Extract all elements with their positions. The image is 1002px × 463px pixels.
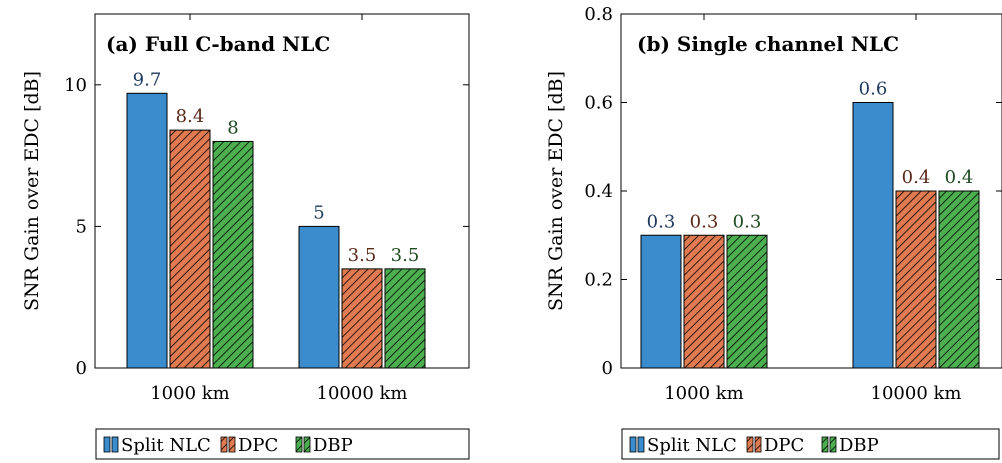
legend: Split NLC DPC DBP (95, 428, 470, 460)
data-label-split: 9.7 (133, 69, 162, 90)
legend-swatch-split (111, 436, 119, 453)
chart-title: (b) Single channel NLC (637, 32, 899, 56)
y-tick-label: 0.4 (584, 181, 613, 202)
data-label-dbp: 0.3 (733, 211, 762, 232)
bar-dbp (938, 190, 980, 369)
category-label: 1000 km (664, 383, 744, 404)
legend-label: DPC (764, 435, 804, 456)
bar-dbp (726, 234, 768, 369)
legend: Split NLC DPC DBP (621, 428, 1000, 460)
data-label-dbp: 8 (227, 117, 238, 138)
data-label-split: 0.6 (859, 79, 888, 100)
plot-frame (94, 13, 470, 369)
legend-label: Split NLC (647, 435, 737, 456)
y-tick-label: 10 (64, 75, 87, 96)
y-tick-label: 5 (76, 216, 87, 237)
category-label: 10000 km (871, 383, 962, 404)
bar-dpc (341, 268, 383, 369)
legend-label: Split NLC (121, 435, 211, 456)
data-label-split: 5 (313, 202, 324, 223)
y-tick-label: 0.8 (584, 4, 613, 25)
legend-swatch-split (103, 436, 111, 453)
legend-swatch-dpc (746, 436, 754, 453)
bar-dpc (895, 190, 937, 369)
legend-label: DBP (313, 435, 353, 456)
data-label-dpc: 0.4 (902, 167, 931, 188)
legend-swatch-dpc (754, 436, 762, 453)
bar-dbp (212, 140, 254, 369)
legend-swatch-dbp (829, 436, 837, 453)
legend-label: DPC (238, 435, 278, 456)
y-tick-label: 0 (602, 358, 613, 379)
legend-box (95, 428, 470, 460)
data-label-dpc: 8.4 (176, 106, 205, 127)
legend-label: DBP (839, 435, 879, 456)
bar-dpc (683, 234, 725, 369)
chart-title: (a) Full C-band NLC (106, 32, 330, 56)
legend-swatch-dbp (303, 436, 311, 453)
charts-layer: 0 5 10 1000 km 10000 km 9.7 5 8.4 3.5 8 3.5 (a) Ful… (21, 4, 1002, 460)
legend-swatch-split (629, 436, 637, 453)
data-label-dpc: 0.3 (690, 211, 719, 232)
data-label-dbp: 3.5 (391, 245, 420, 266)
legend-swatch-dbp (821, 436, 829, 453)
bar-split (640, 234, 682, 369)
y-tick-label: 0 (76, 358, 87, 379)
bar-split (126, 92, 168, 369)
data-label-dbp: 0.4 (945, 167, 974, 188)
legend-box (621, 428, 1000, 460)
data-label-dpc: 3.5 (348, 245, 377, 266)
y-axis-label: SNR Gain over EDC [dB] (21, 71, 43, 311)
bar-split (852, 102, 894, 369)
bar-dpc (169, 129, 211, 369)
chart-panel-b: 0 0.2 0.4 0.6 0.8 1000 km 10000 km 0.3 0.6 0.3 0.4… (545, 4, 1002, 460)
data-label-split: 0.3 (647, 211, 676, 232)
bar-dbp (384, 268, 426, 369)
y-tick-label: 0.6 (584, 93, 613, 114)
legend-swatch-dpc (220, 436, 228, 453)
y-axis-label: SNR Gain over EDC [dB] (545, 71, 567, 311)
category-label: 1000 km (150, 383, 230, 404)
category-label: 10000 km (317, 383, 408, 404)
legend-swatch-split (637, 436, 645, 453)
chart-panel-a: 0 5 10 1000 km 10000 km 9.7 5 8.4 3.5 8 3.5 (a) Ful… (21, 13, 470, 460)
legend-swatch-dbp (295, 436, 303, 453)
legend-swatch-dpc (228, 436, 236, 453)
y-tick-label: 0.2 (584, 270, 613, 291)
bar-split (298, 225, 340, 369)
